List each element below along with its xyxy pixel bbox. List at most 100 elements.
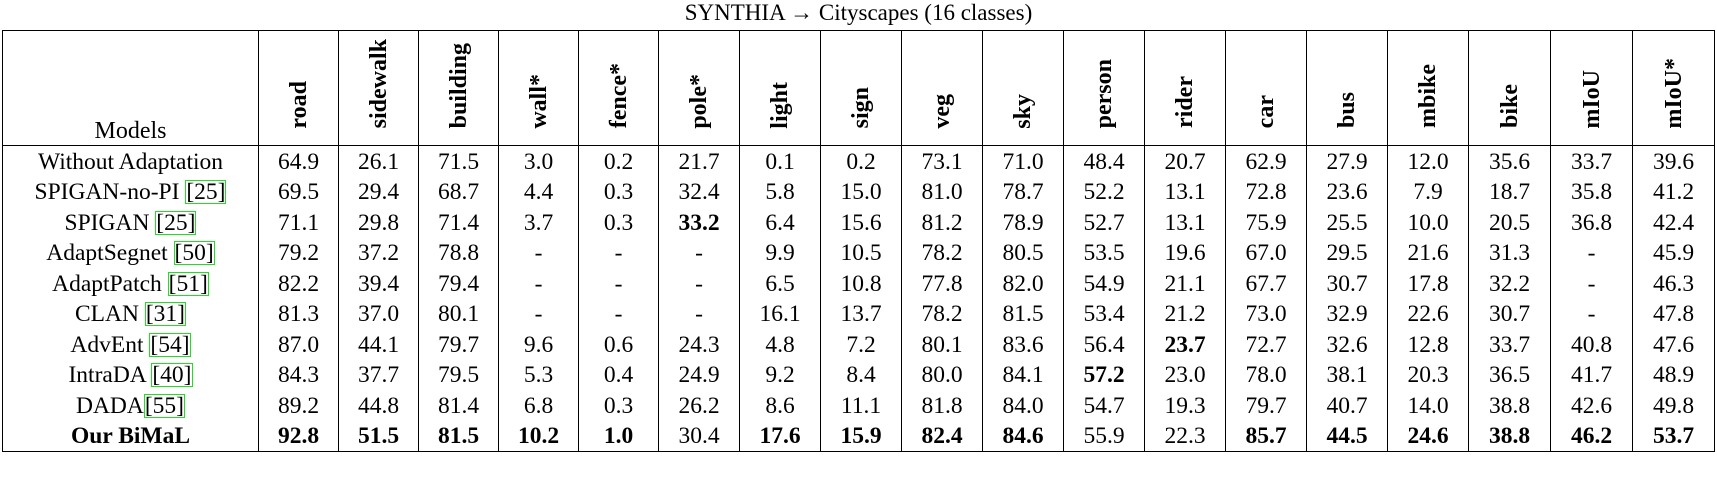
value-cell: 30.7 <box>1468 298 1551 330</box>
value-cell: 20.7 <box>1144 145 1226 177</box>
value-cell: 67.7 <box>1225 268 1307 299</box>
value-cell: 84.6 <box>982 420 1064 453</box>
value-cell: 84.1 <box>982 359 1064 391</box>
value-cell: 44.5 <box>1306 420 1388 453</box>
citation-link[interactable]: [40] <box>151 362 193 389</box>
value-cell: 53.7 <box>1632 420 1715 453</box>
citation-link[interactable]: [54] <box>149 331 191 358</box>
value-cell: 24.9 <box>658 359 740 391</box>
value-cell: 23.0 <box>1144 359 1226 391</box>
column-header-label: pole* <box>686 73 712 129</box>
citation-link[interactable]: [25] <box>155 209 197 236</box>
value-cell: 0.2 <box>820 145 902 177</box>
column-header-label: sidewalk <box>365 39 392 129</box>
value-cell: 4.4 <box>498 176 579 208</box>
table-caption: SYNTHIA → Cityscapes (16 classes) <box>684 0 1033 25</box>
value-cell: - <box>498 237 579 269</box>
value-cell: 40.7 <box>1306 390 1388 421</box>
value-cell: 35.6 <box>1468 145 1551 177</box>
column-header: sign <box>820 29 902 147</box>
value-cell: 0.4 <box>578 359 659 391</box>
value-cell: - <box>1550 298 1633 330</box>
value-cell: 82.4 <box>901 420 983 453</box>
value-cell: - <box>658 268 740 299</box>
value-cell: 82.0 <box>982 268 1064 299</box>
value-cell: 15.9 <box>820 420 902 453</box>
column-header-label: road <box>285 80 312 129</box>
value-cell: 5.3 <box>498 359 579 391</box>
value-cell: 3.0 <box>498 145 579 177</box>
value-cell: 37.2 <box>338 237 419 269</box>
value-cell: 9.2 <box>739 359 821 391</box>
value-cell: 71.1 <box>258 207 339 238</box>
table-row: AdaptSegnet [50] 79.2 37.2 78.8- - -9.9 10.5 78… <box>2 237 1715 269</box>
value-cell: 8.4 <box>820 359 902 391</box>
column-header: fence* <box>578 29 659 147</box>
value-cell: 21.7 <box>658 145 740 177</box>
value-cell: 46.2 <box>1550 420 1633 453</box>
value-cell: 10.8 <box>820 268 902 299</box>
value-cell: 71.4 <box>418 207 499 238</box>
value-cell: 11.1 <box>820 390 902 421</box>
value-cell: 81.8 <box>901 390 983 421</box>
model-name: DADA <box>75 392 144 419</box>
value-cell: 35.8 <box>1550 176 1633 208</box>
value-cell: 79.2 <box>258 237 339 269</box>
citation-link[interactable]: [55] <box>143 392 186 419</box>
table-row: SPIGAN [25] 71.1 29.8 71.4 3.7 0.3 33.2 6.4 15.6… <box>2 207 1715 238</box>
column-header: rider <box>1144 29 1226 147</box>
citation-link[interactable]: [25] <box>185 179 227 206</box>
value-cell: 8.6 <box>739 390 821 421</box>
value-cell: 79.7 <box>418 329 499 360</box>
value-cell: 32.2 <box>1468 268 1551 299</box>
value-cell: 39.4 <box>338 268 419 299</box>
model-name-cell: AdaptSegnet [50] <box>2 237 259 269</box>
value-cell: 79.5 <box>418 359 499 391</box>
value-cell: 79.4 <box>418 268 499 299</box>
value-cell: 33.7 <box>1550 145 1633 177</box>
model-name-cell: SPIGAN-no-PI [25] <box>2 176 259 208</box>
column-header-label: sky <box>1010 93 1036 129</box>
table-row: IntraDA [40] 84.3 37.7 79.5 5.3 0.4 24.9 9.2 8.4… <box>2 359 1715 391</box>
value-cell: 81.0 <box>901 176 983 208</box>
value-cell: 79.7 <box>1225 390 1307 421</box>
citation-link[interactable]: [50] <box>173 240 215 267</box>
value-cell: 32.9 <box>1306 298 1388 330</box>
value-cell: 55.9 <box>1063 420 1145 453</box>
value-cell: 81.5 <box>418 420 499 453</box>
table-row: CLAN [31] 81.3 37.0 80.1- - -16.1 13.7 78.2 81.5… <box>2 298 1715 330</box>
value-cell: 32.6 <box>1306 329 1388 360</box>
value-cell: 6.5 <box>739 268 821 299</box>
table-row: SPIGAN-no-PI [25] 69.5 29.4 68.7 4.4 0.3 32.4 5… <box>2 176 1715 208</box>
column-header-label: bike <box>1496 84 1523 129</box>
column-header: mbike <box>1387 29 1469 147</box>
column-header-label: fence* <box>605 63 632 129</box>
column-header-label: light <box>767 81 793 129</box>
column-header-label: mbike <box>1415 64 1441 129</box>
model-name: SPIGAN <box>64 209 156 236</box>
value-cell: 46.3 <box>1632 268 1715 299</box>
value-cell: 53.4 <box>1063 298 1145 330</box>
value-cell: 47.6 <box>1632 329 1715 360</box>
citation-link[interactable]: [31] <box>144 301 186 328</box>
value-cell: 87.0 <box>258 329 339 360</box>
value-cell: - <box>498 268 579 299</box>
value-cell: 47.8 <box>1632 298 1715 330</box>
value-cell: - <box>1550 268 1633 299</box>
column-header-label: car <box>1253 95 1279 129</box>
column-header: bus <box>1306 29 1388 147</box>
column-header: car <box>1225 29 1307 147</box>
table-row: DADA[55] 89.2 44.8 81.4 6.8 0.3 26.2 8.6 11.1 81.… <box>2 390 1715 421</box>
citation-link[interactable]: [51] <box>167 270 209 297</box>
model-name-cell: SPIGAN [25] <box>2 207 259 238</box>
value-cell: 0.2 <box>578 145 659 177</box>
model-name: AdaptSegnet <box>46 240 174 267</box>
value-cell: 6.4 <box>739 207 821 238</box>
value-cell: 78.9 <box>982 207 1064 238</box>
value-cell: 82.2 <box>258 268 339 299</box>
value-cell: 92.8 <box>258 420 339 453</box>
value-cell: 44.1 <box>338 329 419 360</box>
value-cell: 17.6 <box>739 420 821 453</box>
value-cell: 54.9 <box>1063 268 1145 299</box>
value-cell: 36.8 <box>1550 207 1633 238</box>
